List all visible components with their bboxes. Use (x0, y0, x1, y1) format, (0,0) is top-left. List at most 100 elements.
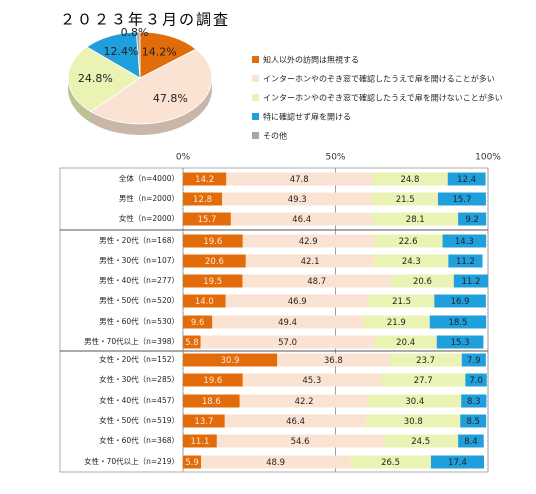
x-tick-label: 100% (475, 153, 501, 163)
bar-value-label: 24.3 (402, 257, 421, 267)
bar-value-label: 30.4 (405, 397, 424, 407)
bar-segment (222, 192, 373, 206)
x-tick-label: 0% (176, 153, 191, 163)
bar-segment (183, 353, 278, 367)
bar-segment (183, 172, 227, 186)
chart-title: ２０２３年３月の調査 (60, 11, 230, 29)
bar-value-label: 24.5 (411, 437, 430, 447)
bar-value-label: 13.7 (194, 417, 213, 427)
bar-value-label: 49.4 (278, 318, 297, 328)
bar-segment (372, 192, 438, 206)
bar-value-label: 20.4 (396, 338, 415, 348)
bar-segment (368, 394, 462, 408)
legend-label: 特に確認せず扉を開ける (263, 112, 351, 122)
bar-value-label: 22.6 (399, 237, 418, 247)
bar-value-label: 7.9 (467, 356, 481, 366)
bar-segment (183, 254, 246, 268)
bar-segment (242, 373, 381, 387)
y-tick-label: 男性・40代（n=277） (99, 275, 179, 285)
bar-segment (245, 254, 375, 268)
bar-value-label: 26.5 (381, 458, 400, 468)
bar-segment (183, 414, 225, 428)
bar-value-label: 14.3 (455, 237, 474, 247)
bar-segment (372, 212, 459, 226)
pie-label: 47.8% (153, 92, 188, 105)
bar-segment (216, 434, 384, 448)
bar-value-label: 20.6 (205, 257, 224, 267)
bar-segment (447, 172, 486, 186)
bar-value-label: 5.8 (185, 338, 199, 348)
y-tick-label: 女性（n=2000） (119, 213, 179, 223)
pie-label: 0.8% (121, 26, 149, 39)
bar-value-label: 42.1 (301, 257, 320, 267)
pie-slice (135, 31, 141, 79)
bar-value-label: 54.6 (291, 437, 310, 447)
bar-segment (436, 335, 484, 349)
legend-label: インターホンやのぞき窓で確認したうえで扉を開けることが多い (263, 74, 495, 84)
legend-swatch (252, 113, 259, 120)
bar-value-label: 48.9 (266, 458, 285, 468)
bar-value-label: 5.9 (185, 458, 199, 468)
bar-value-label: 46.9 (288, 297, 307, 307)
bar-segment (434, 294, 486, 308)
legend-swatch (252, 94, 259, 101)
bar-segment (230, 212, 373, 226)
y-tick-label: 男性・70代以上（n=398） (84, 336, 179, 346)
y-tick-label: 女性・40代（n=457） (99, 395, 179, 405)
bar-value-label: 11.2 (461, 277, 480, 287)
bar-value-label: 46.4 (286, 417, 305, 427)
bar-segment (183, 394, 240, 408)
bar-value-label: 46.4 (292, 215, 311, 225)
bar-value-label: 14.0 (195, 297, 214, 307)
pie-label: 12.4% (104, 45, 139, 58)
bar-segment (391, 274, 454, 288)
bar-segment (458, 212, 487, 226)
bar-segment (183, 212, 231, 226)
bar-value-label: 24.8 (400, 175, 419, 185)
bar-segment (242, 274, 392, 288)
bar-segment (380, 373, 466, 387)
bar-segment (200, 455, 351, 469)
bar-segment (183, 192, 223, 206)
y-tick-label: 女性・50代（n=519） (99, 415, 179, 425)
bar-value-label: 36.8 (324, 356, 343, 366)
pie-label: 14.2% (142, 45, 177, 58)
y-tick-label: 男性（n=2000） (119, 193, 179, 203)
bar-segment (239, 394, 369, 408)
legend-swatch (252, 56, 259, 63)
bar-segment (183, 294, 226, 308)
bar-value-label: 15.3 (451, 338, 470, 348)
bar-value-label: 12.4 (457, 175, 476, 185)
bar-value-label: 12.8 (193, 195, 212, 205)
bar-segment (183, 335, 201, 349)
legend-label: その他 (263, 131, 287, 141)
bar-segment (242, 234, 374, 248)
bar-value-label: 15.7 (197, 215, 216, 225)
bar-segment (458, 434, 484, 448)
bar-segment (277, 353, 390, 367)
pie-slice (139, 31, 197, 79)
bar-segment (389, 353, 462, 367)
bar-value-label: 42.2 (295, 397, 314, 407)
bar-value-label: 23.7 (416, 356, 435, 366)
pie-slice (89, 48, 213, 125)
y-tick-label: 男性・30代（n=107） (99, 255, 179, 265)
bar-segment (200, 335, 375, 349)
bar-segment (226, 172, 373, 186)
bar-segment (350, 455, 431, 469)
bar-segment (183, 315, 213, 329)
bar-segment (460, 414, 487, 428)
pie-label: 24.8% (78, 72, 113, 85)
bar-value-label: 42.9 (299, 237, 318, 247)
bar-segment (225, 294, 369, 308)
bar-value-label: 21.5 (396, 195, 415, 205)
bar-value-label: 30.8 (404, 417, 423, 427)
legend-label: インターホンやのぞき窓で確認したうえで扉を開けないことが多い (263, 93, 503, 103)
bar-segment (437, 192, 486, 206)
bar-value-label: 20.6 (413, 277, 432, 287)
y-tick-label: 男性・60代（n=530） (99, 316, 179, 326)
legend-swatch (252, 75, 259, 82)
pie-slice (67, 46, 141, 113)
bar-value-label: 15.7 (452, 195, 471, 205)
